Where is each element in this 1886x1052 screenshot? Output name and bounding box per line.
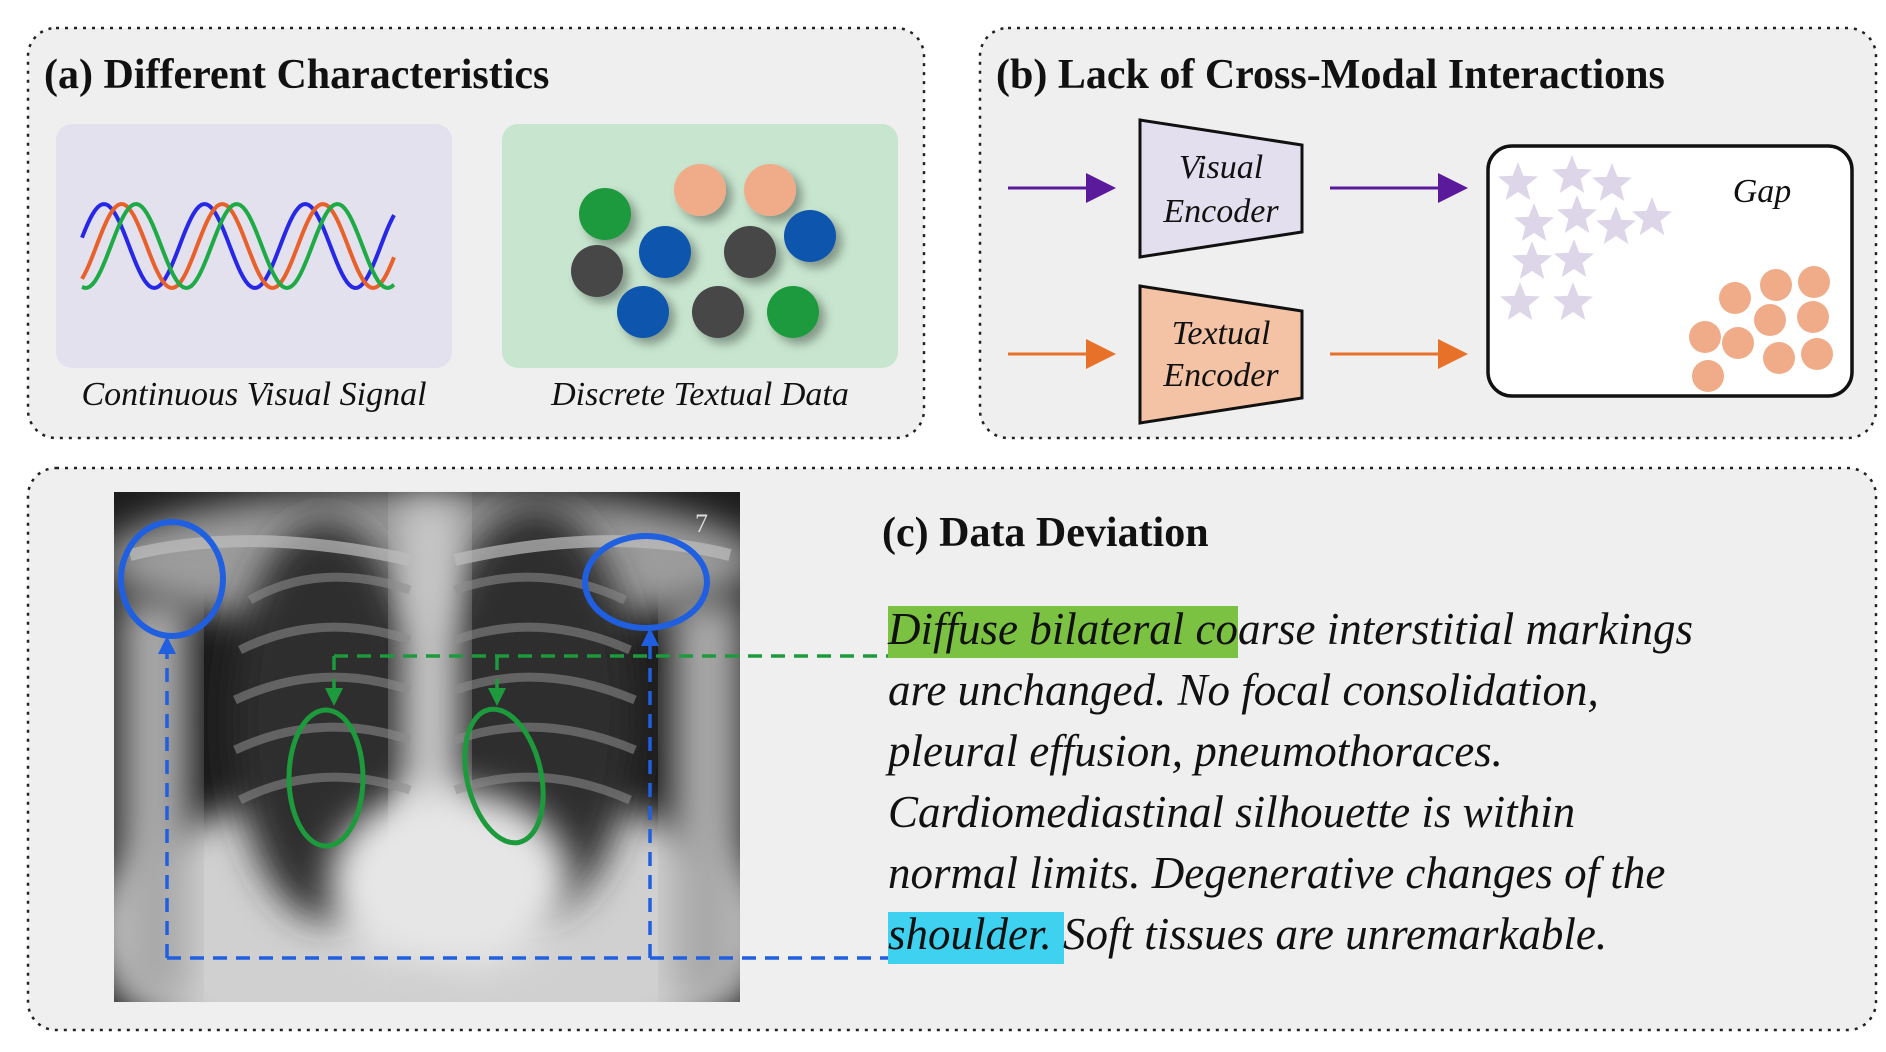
token-dot xyxy=(571,245,623,297)
token-dot xyxy=(724,226,776,278)
panel-c: 7 (c) Data Deviation xyxy=(26,466,1878,1032)
visual-embedding-star xyxy=(1498,162,1538,200)
shoulder-arrowhead-right xyxy=(641,628,659,646)
text-embedding-dot xyxy=(1798,266,1830,298)
textual-encoder-line2: Encoder xyxy=(1162,357,1279,394)
visual-embedding-star xyxy=(1553,282,1593,320)
right-lung-annotation xyxy=(462,706,546,846)
bilateral-arrowhead-right xyxy=(488,688,506,706)
discrete-data-box xyxy=(502,124,898,368)
panel-a-title: (a) Different Characteristics xyxy=(44,52,549,98)
token-dots xyxy=(571,164,836,338)
shoulder-arrowhead-left xyxy=(158,636,176,654)
report-line-3: pleural effusion, pneumothoraces. xyxy=(885,726,1503,776)
token-dot xyxy=(744,164,796,216)
visual-embedding-star xyxy=(1514,203,1554,241)
text-embedding-dot xyxy=(1719,282,1751,314)
sine-wave-blue xyxy=(80,201,396,291)
visual-encoder-line1: Visual xyxy=(1179,149,1263,186)
report-line-6-rest: . Soft tissues are unremarkable. xyxy=(1041,909,1608,959)
radiology-report: Diffuse bilateral coarse interstitial ma… xyxy=(885,604,1693,959)
left-shoulder-annotation xyxy=(118,519,226,639)
discrete-data-caption: Discrete Textual Data xyxy=(550,376,849,413)
text-embedding-dot xyxy=(1754,304,1786,336)
continuous-signal-box xyxy=(56,124,452,368)
report-term-shoulder: shoulder xyxy=(888,909,1046,959)
token-dot xyxy=(617,286,669,338)
report-line-2: are unchanged. No focal consolidation, xyxy=(888,665,1599,715)
text-embedding-dot xyxy=(1801,338,1833,370)
continuous-signal-caption: Continuous Visual Signal xyxy=(81,376,426,413)
report-line-1: Diffuse bilateral coarse interstitial ma… xyxy=(887,604,1693,654)
report-line-1-rest: coarse interstitial markings xyxy=(1184,604,1693,654)
gap-label: Gap xyxy=(1733,173,1792,210)
visual-embedding-star xyxy=(1552,155,1592,193)
visual-embedding-star xyxy=(1557,195,1597,233)
text-embedding-dots xyxy=(1689,266,1833,392)
token-dot xyxy=(674,164,726,216)
text-embedding-dot xyxy=(1692,360,1724,392)
right-shoulder-annotation xyxy=(582,533,710,631)
text-embedding-dot xyxy=(1760,269,1792,301)
panel-b: (b) Lack of Cross-Modal Interactions Vis… xyxy=(978,26,1878,440)
text-embedding-dot xyxy=(1689,321,1721,353)
visual-embedding-star xyxy=(1500,282,1540,320)
report-line-5: normal limits. Degenerative changes of t… xyxy=(888,848,1665,898)
text-embedding-dot xyxy=(1722,327,1754,359)
panel-b-title: (b) Lack of Cross-Modal Interactions xyxy=(996,52,1665,98)
visual-embedding-star xyxy=(1554,239,1594,277)
report-term-diffuse-bilateral: Diffuse bilateral xyxy=(887,604,1184,654)
sine-wave-green xyxy=(81,201,396,291)
visual-embedding-star xyxy=(1596,206,1636,244)
token-dot xyxy=(767,286,819,338)
report-line-4: Cardiomediastinal silhouette is within xyxy=(888,787,1575,837)
token-dot xyxy=(579,188,631,240)
bilateral-arrowhead-left xyxy=(325,688,343,706)
visual-embedding-star xyxy=(1512,241,1552,279)
visual-embedding-star xyxy=(1632,197,1672,235)
panel-a: (a) Different Characteristics Continuous… xyxy=(26,26,926,440)
report-line-6: shoulder. Soft tissues are unremarkable. xyxy=(888,909,1607,959)
highlight-diffuse-bilateral xyxy=(888,606,1238,658)
sine-wave-orange xyxy=(80,201,396,291)
text-embedding-dot xyxy=(1763,342,1795,374)
token-dot xyxy=(639,226,691,278)
bilateral-connector xyxy=(332,654,1236,690)
token-dot xyxy=(784,210,836,262)
visual-encoder-line2: Encoder xyxy=(1162,193,1279,230)
chest-xray-image: 7 xyxy=(114,492,740,1002)
visual-embedding-star xyxy=(1592,163,1632,201)
token-dot xyxy=(692,286,744,338)
embedding-space-box xyxy=(1486,144,1854,398)
left-lung-annotation xyxy=(286,707,366,849)
xray-marker-icon: 7 xyxy=(695,509,708,538)
text-embedding-dot xyxy=(1797,301,1829,333)
shoulder-connector xyxy=(165,640,1040,960)
textual-encoder xyxy=(1138,284,1304,425)
textual-encoder-line1: Textual xyxy=(1172,315,1271,352)
highlight-shoulder xyxy=(888,912,1064,964)
visual-encoder xyxy=(1138,118,1304,259)
visual-embedding-stars xyxy=(1498,155,1672,320)
panel-c-title: (c) Data Deviation xyxy=(882,510,1209,556)
